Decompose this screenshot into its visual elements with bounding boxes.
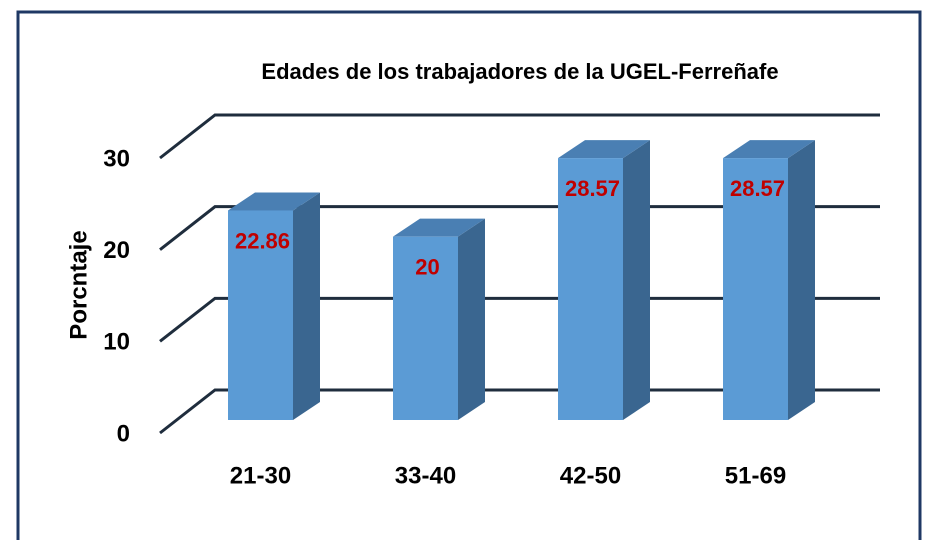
value-label: 22.86 <box>235 228 290 253</box>
y-axis-title: Porcntaje <box>65 230 92 339</box>
value-label: 20 <box>415 254 439 279</box>
bar <box>558 158 623 420</box>
bar <box>393 236 458 420</box>
x-tick-label: 51-69 <box>725 462 786 489</box>
bar-top <box>393 218 485 237</box>
y-tick-label: 30 <box>103 145 130 172</box>
bar-side <box>458 218 485 420</box>
y-tick-label: 20 <box>103 237 130 264</box>
grid-line <box>159 205 880 251</box>
value-label: 28.57 <box>565 176 620 201</box>
bar-top <box>228 192 320 211</box>
x-tick-label: 33-40 <box>395 462 456 489</box>
x-tick-label: 42-50 <box>560 462 621 489</box>
bar <box>723 158 788 420</box>
bar <box>228 210 293 420</box>
bar-top <box>558 140 650 159</box>
bar-side <box>293 192 320 420</box>
bar-top <box>723 140 815 159</box>
chart-title: Edades de los trabajadores de la UGEL-Fe… <box>261 59 778 84</box>
grid-line <box>159 113 880 160</box>
bar-side <box>623 140 650 420</box>
value-label: 28.57 <box>730 176 785 201</box>
y-tick-label: 0 <box>117 420 130 447</box>
grid-line <box>159 296 880 343</box>
bar-side <box>788 140 815 420</box>
grid-line <box>159 388 880 435</box>
y-tick-label: 10 <box>103 329 130 356</box>
x-tick-label: 21-30 <box>230 462 291 489</box>
